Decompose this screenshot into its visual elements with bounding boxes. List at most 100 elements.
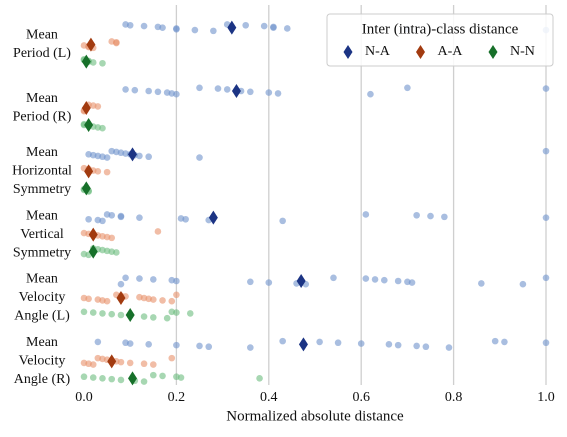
point xyxy=(404,84,411,92)
point xyxy=(260,22,268,30)
point xyxy=(427,212,434,220)
point xyxy=(103,297,111,305)
point xyxy=(99,124,106,132)
point xyxy=(99,310,106,317)
point xyxy=(113,39,120,47)
point xyxy=(283,25,291,32)
point xyxy=(126,21,134,29)
point xyxy=(279,217,286,225)
point xyxy=(173,90,180,98)
legend-label: N-N xyxy=(510,44,535,59)
point xyxy=(205,343,213,351)
point xyxy=(385,341,393,348)
category-label: Vertical xyxy=(20,227,64,242)
point xyxy=(256,375,263,382)
category-label: Mean xyxy=(26,28,58,43)
point xyxy=(140,22,148,30)
x-tick-label: 0.0 xyxy=(75,390,93,405)
point xyxy=(182,215,189,223)
point xyxy=(117,280,125,288)
x-tick-label: 1.0 xyxy=(537,390,555,405)
point xyxy=(159,24,166,31)
mean-marker xyxy=(116,291,126,305)
category-label: Velocity xyxy=(19,354,66,369)
legend-title: Inter (intra)-class distance xyxy=(362,21,519,37)
mean-marker xyxy=(298,337,308,352)
point xyxy=(173,277,180,285)
category-label: Mean xyxy=(26,145,58,160)
mean-marker xyxy=(81,101,91,115)
point xyxy=(186,310,194,317)
point xyxy=(108,234,116,242)
point xyxy=(150,361,157,368)
mean-marker xyxy=(86,37,96,52)
point xyxy=(371,276,379,283)
point xyxy=(330,274,337,282)
mean-marker xyxy=(128,371,138,386)
point xyxy=(163,314,171,322)
mean-marker xyxy=(107,354,117,369)
point xyxy=(80,373,88,381)
point xyxy=(159,297,166,304)
legend: Inter (intra)-class distance N-A A-A N-N xyxy=(326,13,554,67)
mean-marker xyxy=(231,84,241,98)
mean-marker xyxy=(88,227,98,242)
point xyxy=(99,375,106,382)
point xyxy=(159,372,166,380)
point xyxy=(519,280,527,288)
point xyxy=(173,341,180,349)
mean-marker xyxy=(81,54,91,69)
point xyxy=(168,297,176,305)
grid xyxy=(175,5,547,385)
mean-marker xyxy=(125,308,135,322)
point xyxy=(362,211,370,218)
point xyxy=(131,86,139,94)
point xyxy=(173,309,180,316)
point xyxy=(334,339,342,347)
mean-marker xyxy=(81,181,91,196)
mean-marker xyxy=(208,210,218,225)
point xyxy=(173,25,180,33)
point xyxy=(126,359,134,367)
legend-label: A-A xyxy=(438,44,464,59)
point xyxy=(103,168,111,176)
point xyxy=(196,154,203,161)
point xyxy=(367,90,374,98)
legend-label: N-A xyxy=(365,44,391,59)
point xyxy=(196,84,203,92)
point xyxy=(542,214,550,221)
mean-marker xyxy=(227,20,237,35)
legend-marker xyxy=(488,45,498,59)
point xyxy=(154,228,162,235)
point xyxy=(394,341,402,349)
point xyxy=(140,378,148,385)
point xyxy=(99,59,106,67)
point xyxy=(242,21,249,29)
point xyxy=(94,168,102,175)
point xyxy=(441,213,448,221)
category-label: Velocity xyxy=(19,290,66,305)
point xyxy=(108,211,116,219)
point xyxy=(108,375,116,383)
point xyxy=(94,338,102,346)
point xyxy=(279,337,286,345)
point xyxy=(413,211,420,219)
point xyxy=(117,358,125,366)
category-label: Symmetry xyxy=(13,245,71,260)
legend-marker xyxy=(416,45,425,59)
point xyxy=(122,274,129,282)
x-axis-label: Normalized absolute distance xyxy=(226,408,404,424)
mean-marker xyxy=(128,147,138,162)
point xyxy=(478,280,485,287)
point xyxy=(150,296,157,303)
category-label: Mean xyxy=(26,272,58,287)
point xyxy=(247,278,254,286)
point xyxy=(94,103,102,110)
point xyxy=(173,291,180,299)
point xyxy=(214,85,222,92)
point xyxy=(362,275,370,282)
point xyxy=(491,337,499,345)
x-tick-label: 0.6 xyxy=(352,390,370,405)
point xyxy=(542,147,550,155)
point xyxy=(150,276,157,283)
